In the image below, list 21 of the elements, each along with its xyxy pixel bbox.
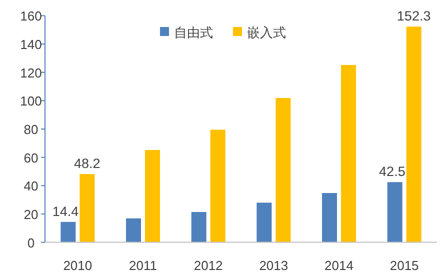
y-tick-label: 60: [24, 150, 38, 166]
x-tick-label: 2010: [63, 258, 92, 273]
x-tick-label: 2012: [194, 258, 223, 273]
x-tick-label: 2013: [259, 258, 288, 273]
x-tick-label: 2014: [324, 258, 354, 273]
x-tick-label: 2011: [129, 258, 157, 273]
data-label: 48.2: [74, 156, 100, 172]
y-tick-label: 20: [24, 206, 38, 222]
y-tick-label: 120: [20, 65, 42, 80]
legend-label: 自由式: [174, 25, 213, 40]
y-tick-label: 140: [20, 37, 42, 52]
legend-label: 嵌入式: [247, 25, 286, 40]
data-label: 42.5: [379, 164, 406, 180]
y-tick-label: 80: [24, 122, 38, 137]
y-tick-label: 100: [20, 94, 42, 109]
y-tick-label: 40: [24, 178, 38, 194]
x-tick-label: 2015: [390, 258, 419, 273]
data-label: 152.3: [396, 8, 431, 24]
y-tick-label: 160: [20, 8, 42, 24]
y-tick-label: 0: [27, 235, 35, 250]
data-label: 14.4: [52, 204, 80, 219]
